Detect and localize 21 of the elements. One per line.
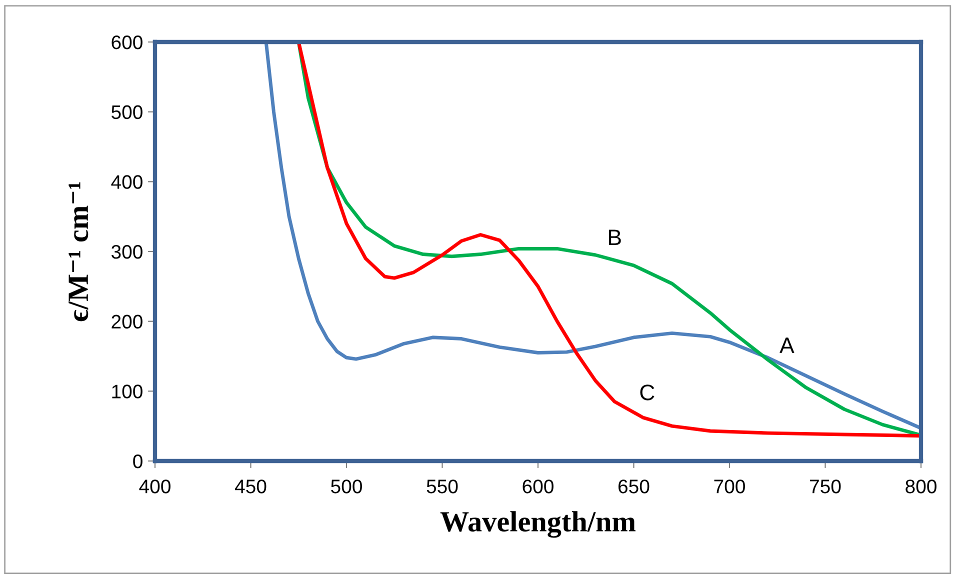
x-tick-label: 450 [234, 480, 266, 494]
series-label: C [640, 384, 654, 400]
y-tick-label: 400 [111, 175, 142, 189]
series-label: A [780, 338, 794, 353]
y-axis-title: ϵ/M⁻¹ cm⁻¹ [68, 182, 88, 322]
x-tick-label: 600 [522, 480, 554, 494]
x-tick-label: 650 [618, 480, 650, 494]
y-tick-label: 500 [112, 105, 142, 120]
series-label: B [609, 230, 621, 246]
y-tick-label: 300 [111, 244, 142, 259]
x-tick-label: 750 [810, 480, 841, 494]
x-tick-label: 800 [906, 480, 936, 494]
x-tick-label: 500 [331, 480, 362, 494]
x-tick-label: 700 [714, 480, 745, 494]
y-tick-label: 0 [133, 454, 142, 468]
y-tick-label: 600 [112, 35, 142, 50]
x-axis-title: Wavelength/nm [440, 511, 636, 538]
y-tick-label: 200 [112, 314, 142, 329]
x-tick-label: 550 [426, 480, 458, 494]
y-tick-label: 100 [112, 384, 142, 398]
x-tick-label: 400 [139, 480, 170, 494]
